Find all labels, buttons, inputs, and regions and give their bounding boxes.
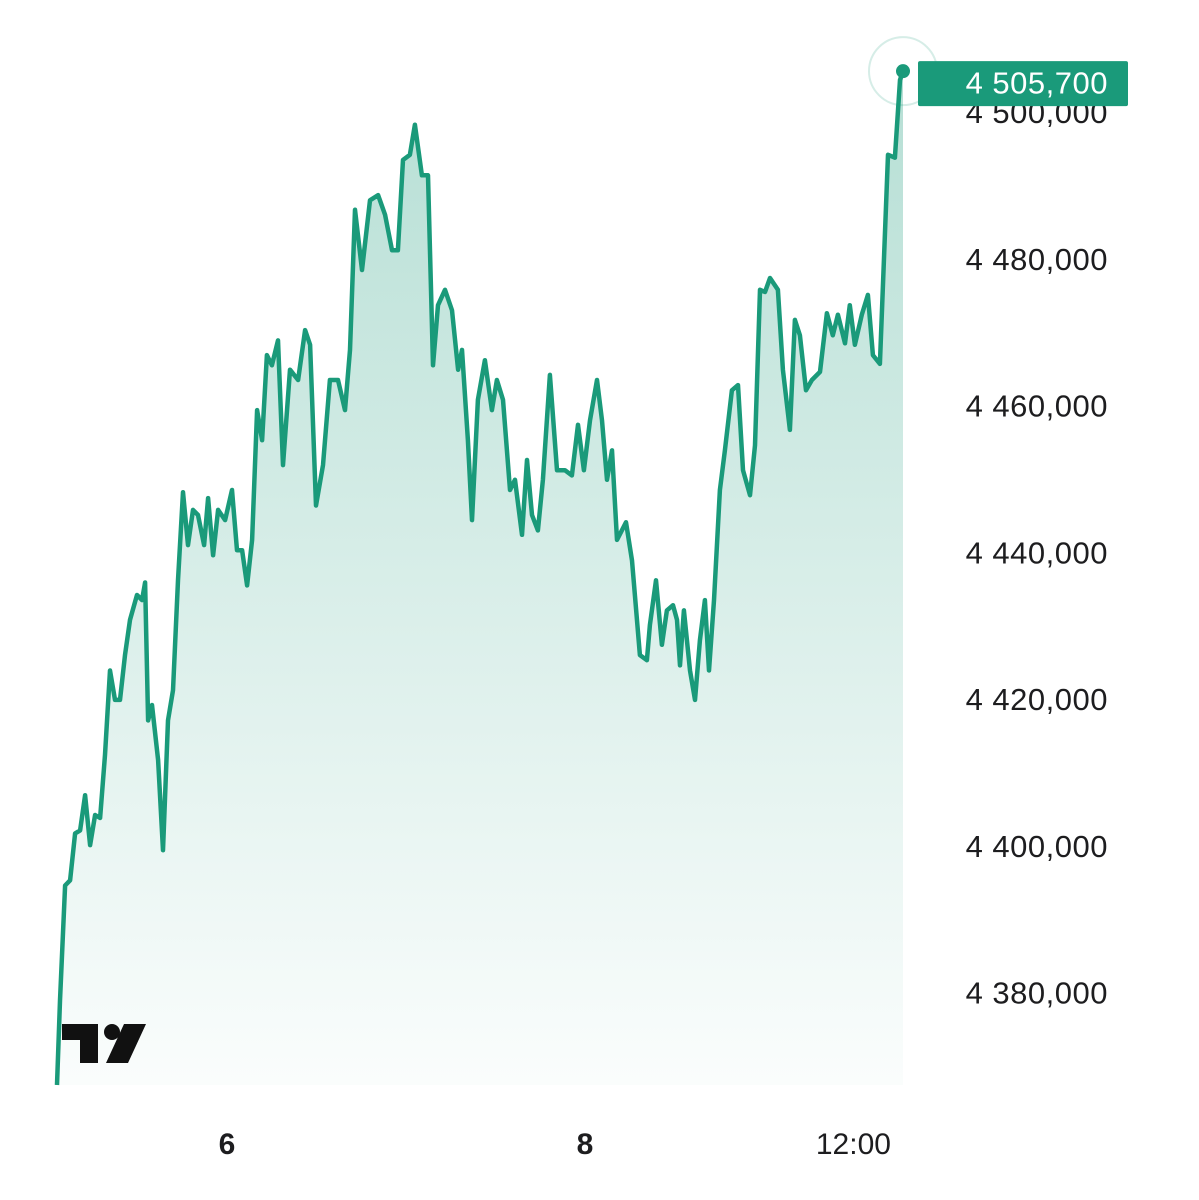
last-value-badge <box>918 61 1128 107</box>
plot-area <box>54 36 938 1086</box>
y-tick-label: 4 420,000 <box>966 682 1108 717</box>
y-tick-label: 4 460,000 <box>966 389 1108 424</box>
logo-t <box>62 1024 98 1063</box>
y-tick-label: 4 380,000 <box>966 975 1108 1010</box>
logo-dot <box>104 1024 120 1040</box>
y-tick-label: 4 400,000 <box>966 829 1108 864</box>
tradingview-logo <box>62 1024 146 1063</box>
logo-v <box>106 1024 146 1063</box>
x-tick-label: 12:00 <box>816 1128 891 1161</box>
last-point <box>896 64 910 79</box>
area-fill <box>57 71 903 1085</box>
y-tick-label: 4 480,000 <box>966 242 1108 277</box>
x-tick-label: 8 <box>577 1128 594 1161</box>
x-tick-label: 6 <box>219 1128 236 1161</box>
price-line <box>54 70 906 1086</box>
y-tick-label: 4 440,000 <box>966 535 1108 570</box>
last-value-label: 4 505,700 <box>966 65 1108 100</box>
